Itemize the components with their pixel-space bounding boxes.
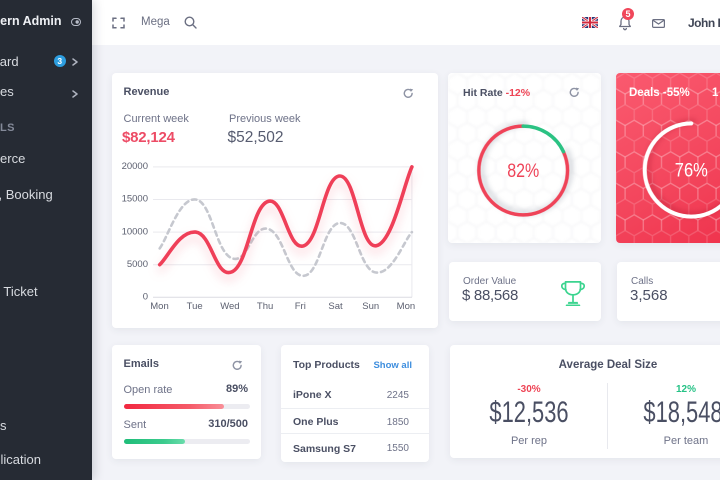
svg-text:20000: 20000	[122, 161, 148, 172]
svg-text:Sat: Sat	[328, 301, 343, 312]
svg-text:15000: 15000	[122, 194, 148, 205]
svg-text:Fri: Fri	[295, 301, 306, 312]
svg-text:Tue: Tue	[187, 301, 203, 312]
svg-text:Mon: Mon	[150, 301, 168, 312]
svg-text:Thu: Thu	[257, 301, 273, 312]
svg-text:5000: 5000	[127, 259, 148, 270]
svg-text:Wed: Wed	[220, 301, 239, 312]
svg-text:0: 0	[143, 292, 148, 303]
svg-text:Sun: Sun	[362, 301, 379, 312]
svg-text:76%: 76%	[675, 161, 708, 182]
svg-text:Mon: Mon	[397, 301, 415, 312]
svg-text:82%: 82%	[507, 161, 539, 182]
svg-text:10000: 10000	[122, 226, 148, 237]
